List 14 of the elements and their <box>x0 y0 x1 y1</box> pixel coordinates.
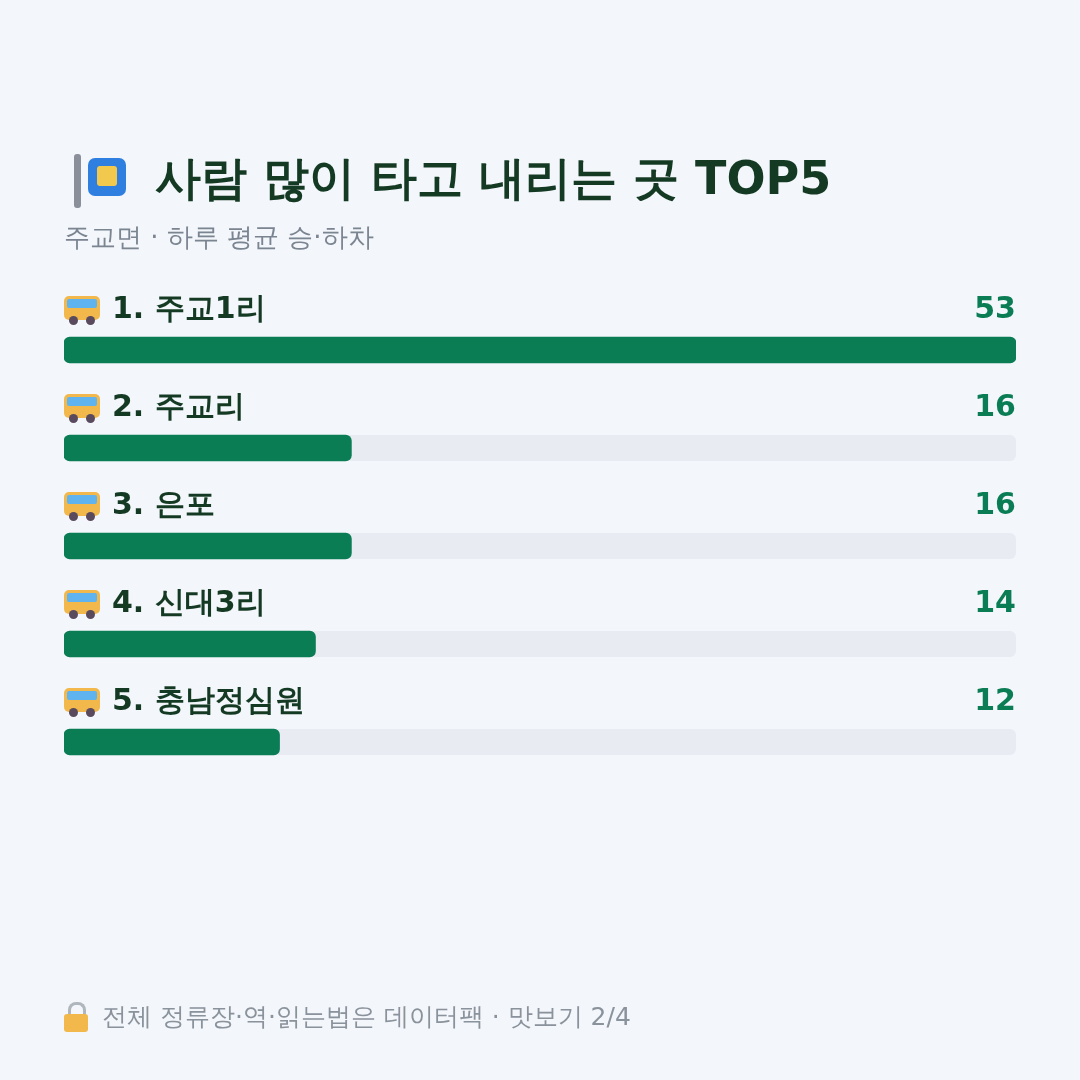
data-label: 53 <box>974 289 1016 325</box>
chart-subtitle: 주교면 · 하루 평균 승·하차 <box>64 221 374 254</box>
data-label: 16 <box>974 485 1016 521</box>
y-tick-label: 3. 은포 <box>112 485 215 521</box>
text: 전체 정류장·역·읽는법은 데이터팩 · 맛보기 2/4 <box>102 1001 631 1033</box>
y-tick-label: 1. 주교1리 <box>112 289 266 325</box>
data-label: 14 <box>974 583 1016 619</box>
bar <box>64 728 280 756</box>
chart-title: 사람 많이 타고 내리는 곳 TOP5 <box>155 150 832 207</box>
y-tick-label: 4. 신대3리 <box>112 583 266 619</box>
y-tick-label: 2. 주교리 <box>112 387 245 423</box>
y-tick-label: 5. 충남정심원 <box>112 681 305 717</box>
data-label: 16 <box>974 387 1016 423</box>
data-label: 12 <box>974 681 1016 717</box>
